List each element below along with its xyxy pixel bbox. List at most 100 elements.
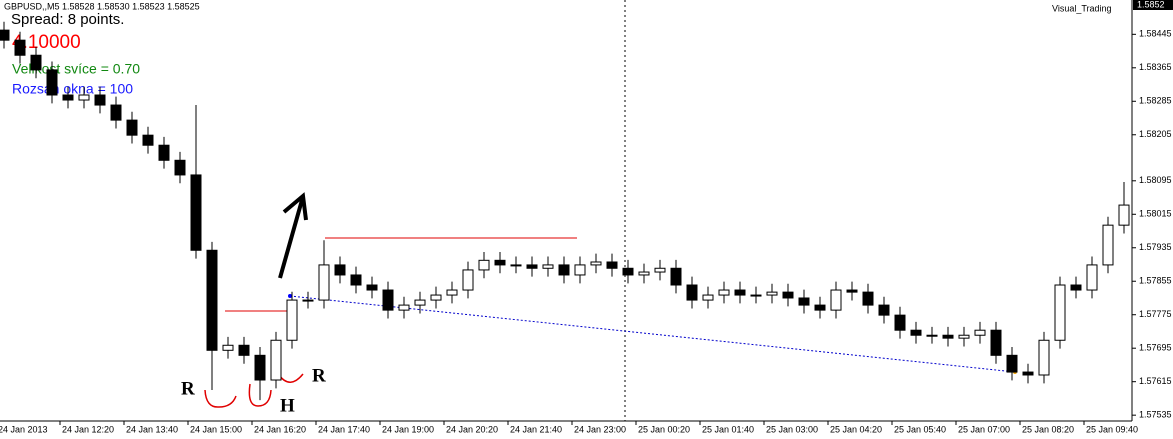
- candle-body: [270, 339, 282, 381]
- candle-body: [1086, 264, 1098, 291]
- arrow-head: [282, 192, 308, 221]
- candle-body: [926, 334, 938, 337]
- x-tick-label: 24 Jan 13:40: [126, 424, 178, 434]
- candle-body: [14, 39, 26, 56]
- candle-body: [814, 304, 826, 311]
- candle-body: [46, 69, 58, 96]
- candle-body: [830, 289, 842, 311]
- candle-body: [846, 289, 858, 293]
- candle-body: [862, 291, 874, 306]
- candle-body: [974, 329, 986, 336]
- candle-body: [126, 119, 138, 136]
- x-tick-label: 25 Jan 07:00: [958, 424, 1010, 434]
- candle-body: [510, 264, 522, 267]
- candle-body: [334, 264, 346, 276]
- pattern-arc: [248, 383, 272, 407]
- y-tick-label: 1.58205: [1139, 129, 1172, 139]
- candle-body: [942, 334, 954, 339]
- y-tick-label: 1.57615: [1139, 376, 1172, 386]
- chart-title: GBPUSD,,M5 1.58528 1.58530 1.58523 1.585…: [4, 1, 200, 11]
- candle-body: [302, 299, 314, 302]
- x-tick-label: 25 Jan 00:20: [638, 424, 690, 434]
- candle-body: [1070, 284, 1082, 291]
- indicator-name: Visual_Trading: [1052, 3, 1112, 13]
- x-tick-label: 25 Jan 01:40: [702, 424, 754, 434]
- candle-body: [190, 174, 202, 251]
- candle-body: [0, 29, 10, 41]
- annotation: 4.10000: [12, 32, 81, 53]
- candle-body: [526, 264, 538, 269]
- current-price-box: [1133, 0, 1173, 10]
- candle-body: [206, 249, 218, 351]
- candle-body: [718, 289, 730, 296]
- candle-body: [574, 264, 586, 276]
- candle-body: [254, 354, 266, 381]
- candle-body: [622, 267, 634, 276]
- candle-body: [702, 294, 714, 301]
- candle-body: [606, 261, 618, 269]
- candle-body: [670, 267, 682, 286]
- y-tick-label: 1.57775: [1139, 309, 1172, 319]
- annotation: Spread: 8 points.: [11, 11, 124, 28]
- annotation: R: [312, 365, 326, 386]
- candle-body: [350, 274, 362, 286]
- candle-body: [542, 264, 554, 269]
- x-tick-label: 24 Jan 17:40: [318, 424, 370, 434]
- candle-body: [878, 304, 890, 316]
- candle-body: [638, 271, 650, 276]
- candle-body: [62, 94, 74, 101]
- annotation: Velikost svíce = 0.70: [12, 61, 140, 77]
- x-tick-label: 24 Jan 20:20: [446, 424, 498, 434]
- candle-body: [910, 329, 922, 336]
- x-tick-label: 24 Jan 15:00: [190, 424, 242, 434]
- candle-body: [798, 297, 810, 306]
- candle-body: [958, 334, 970, 339]
- candle-body: [286, 299, 298, 341]
- candle-body: [110, 104, 122, 121]
- candle-body: [30, 54, 42, 71]
- x-tick-label: 25 Jan 08:20: [1022, 424, 1074, 434]
- x-tick-label: 25 Jan 05:40: [894, 424, 946, 434]
- y-tick-label: 1.58445: [1139, 29, 1172, 39]
- candle-body: [1118, 204, 1130, 226]
- candle-body: [766, 291, 778, 296]
- x-tick-label: 24 Jan 16:20: [254, 424, 306, 434]
- candle-body: [1102, 224, 1114, 266]
- x-tick-label: 24 Jan 21:40: [510, 424, 562, 434]
- candle-body: [78, 94, 90, 101]
- candle-body: [142, 134, 154, 146]
- x-tick-label: 24 Jan 19:00: [382, 424, 434, 434]
- x-tick-label: 24 Jan 2013: [0, 424, 48, 434]
- candle-body: [558, 264, 570, 276]
- candle-body: [222, 344, 234, 351]
- candle-body: [366, 284, 378, 291]
- candle-body: [1054, 284, 1066, 341]
- y-tick-label: 1.57535: [1139, 410, 1172, 420]
- candle-body: [1038, 339, 1050, 376]
- candle-body: [446, 289, 458, 296]
- candle-body: [158, 144, 170, 161]
- y-tick-label: 1.58285: [1139, 96, 1172, 106]
- x-tick-label: 25 Jan 09:40: [1086, 424, 1138, 434]
- candle-body: [1022, 371, 1034, 376]
- x-tick-label: 24 Jan 23:00: [574, 424, 626, 434]
- marker: [288, 294, 292, 298]
- current-price-label: 1.5852: [1137, 0, 1165, 9]
- trend-line: [289, 295, 1016, 373]
- candle-body: [318, 264, 330, 301]
- x-tick-label: 24 Jan 12:20: [62, 424, 114, 434]
- candle-body: [174, 159, 186, 176]
- pattern-arc: [204, 389, 237, 408]
- candle-body: [990, 329, 1002, 356]
- y-tick-label: 1.57695: [1139, 343, 1172, 353]
- candle-body: [686, 284, 698, 301]
- arrow: [278, 199, 304, 279]
- candle-body: [590, 261, 602, 266]
- candle-body: [382, 289, 394, 311]
- candle-body: [734, 289, 746, 296]
- candle-body: [238, 344, 250, 356]
- candle-body: [430, 294, 442, 301]
- candle-body: [414, 299, 426, 306]
- candle-body: [782, 291, 794, 299]
